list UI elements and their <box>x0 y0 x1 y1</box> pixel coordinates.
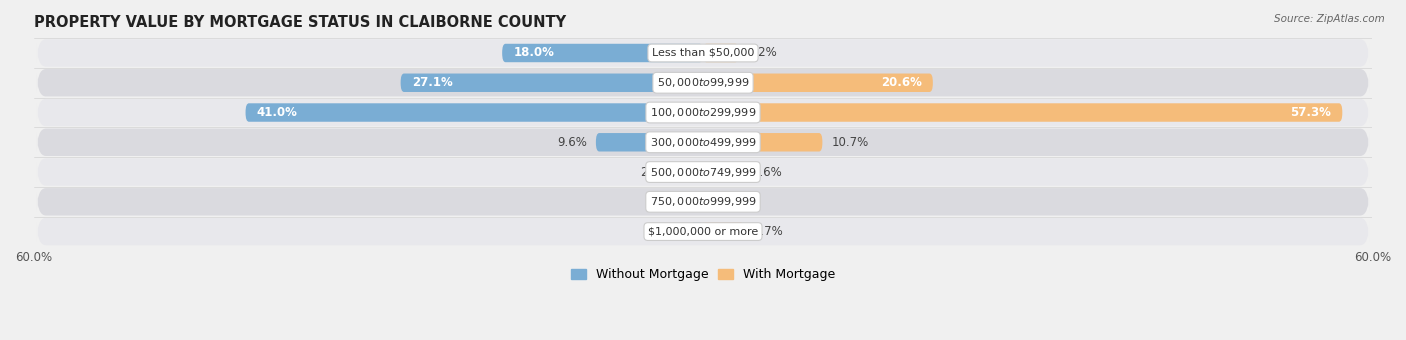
FancyBboxPatch shape <box>679 163 703 181</box>
Text: 2.2%: 2.2% <box>640 166 669 178</box>
FancyBboxPatch shape <box>690 222 703 241</box>
Text: $100,000 to $299,999: $100,000 to $299,999 <box>650 106 756 119</box>
FancyBboxPatch shape <box>693 192 703 211</box>
FancyBboxPatch shape <box>703 103 1343 122</box>
Text: 18.0%: 18.0% <box>513 47 554 60</box>
Text: 57.3%: 57.3% <box>1291 106 1331 119</box>
Text: 27.1%: 27.1% <box>412 76 453 89</box>
FancyBboxPatch shape <box>37 188 1369 216</box>
Text: 9.6%: 9.6% <box>557 136 586 149</box>
Text: $1,000,000 or more: $1,000,000 or more <box>648 226 758 237</box>
Text: 3.7%: 3.7% <box>754 225 783 238</box>
FancyBboxPatch shape <box>37 158 1369 186</box>
Text: Source: ZipAtlas.com: Source: ZipAtlas.com <box>1274 14 1385 23</box>
FancyBboxPatch shape <box>401 73 703 92</box>
Text: 1.1%: 1.1% <box>652 225 682 238</box>
FancyBboxPatch shape <box>596 133 703 152</box>
Text: PROPERTY VALUE BY MORTGAGE STATUS IN CLAIBORNE COUNTY: PROPERTY VALUE BY MORTGAGE STATUS IN CLA… <box>34 15 565 30</box>
Text: Less than $50,000: Less than $50,000 <box>652 48 754 58</box>
FancyBboxPatch shape <box>703 222 744 241</box>
Text: $750,000 to $999,999: $750,000 to $999,999 <box>650 195 756 208</box>
Text: 3.2%: 3.2% <box>748 47 778 60</box>
FancyBboxPatch shape <box>37 39 1369 67</box>
Text: 3.6%: 3.6% <box>752 166 782 178</box>
FancyBboxPatch shape <box>703 192 713 211</box>
Text: $300,000 to $499,999: $300,000 to $499,999 <box>650 136 756 149</box>
FancyBboxPatch shape <box>703 44 738 62</box>
FancyBboxPatch shape <box>703 73 932 92</box>
Text: $500,000 to $749,999: $500,000 to $749,999 <box>650 166 756 178</box>
FancyBboxPatch shape <box>37 69 1369 97</box>
FancyBboxPatch shape <box>37 99 1369 126</box>
FancyBboxPatch shape <box>703 163 744 181</box>
FancyBboxPatch shape <box>37 129 1369 156</box>
Text: 0.93%: 0.93% <box>723 195 759 208</box>
Text: 10.7%: 10.7% <box>831 136 869 149</box>
FancyBboxPatch shape <box>703 133 823 152</box>
FancyBboxPatch shape <box>37 218 1369 245</box>
Text: 0.94%: 0.94% <box>647 195 683 208</box>
Text: 20.6%: 20.6% <box>880 76 922 89</box>
Text: $50,000 to $99,999: $50,000 to $99,999 <box>657 76 749 89</box>
Text: 41.0%: 41.0% <box>257 106 298 119</box>
FancyBboxPatch shape <box>502 44 703 62</box>
FancyBboxPatch shape <box>246 103 703 122</box>
Legend: Without Mortgage, With Mortgage: Without Mortgage, With Mortgage <box>565 263 841 286</box>
